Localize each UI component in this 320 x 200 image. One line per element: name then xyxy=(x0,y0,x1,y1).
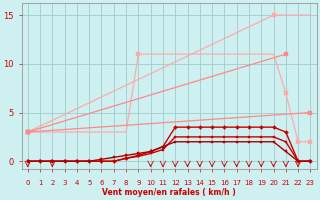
X-axis label: Vent moyen/en rafales ( km/h ): Vent moyen/en rafales ( km/h ) xyxy=(102,188,236,197)
